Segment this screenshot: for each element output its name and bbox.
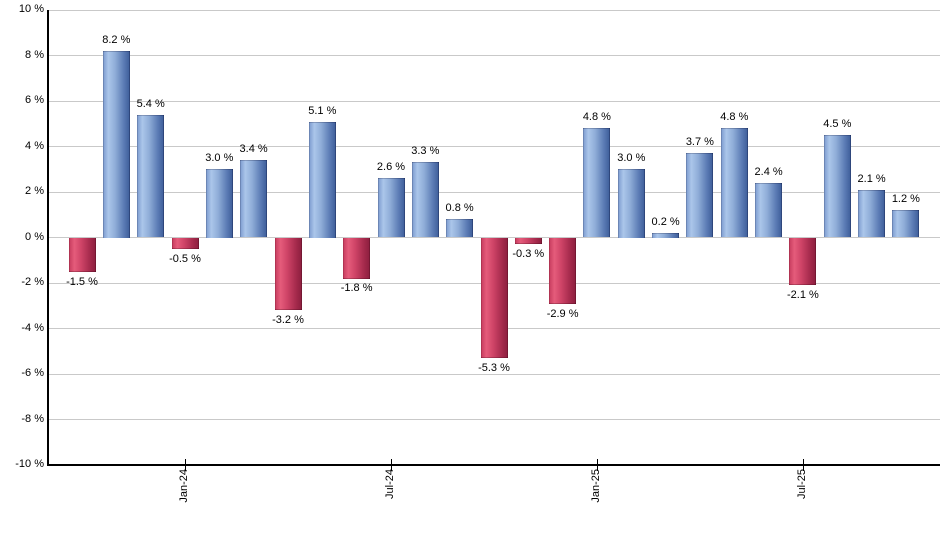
x-axis-tick [391,459,392,471]
gridline [48,55,940,56]
y-axis-tick-label: 2 % [25,185,44,197]
bar[interactable] [205,169,233,238]
bar-value-label: -3.2 % [272,314,304,327]
bar-value-label: 8.2 % [102,34,131,46]
y-axis-tick-label: 6 % [25,94,44,106]
bar-value-label: 0.2 % [651,216,680,228]
bar[interactable] [308,121,336,238]
bar-value-label: -2.9 % [546,307,579,320]
bar[interactable] [652,233,680,238]
bar-value-label: 3.3 % [411,145,440,158]
bar-value-label: 5.4 % [136,97,165,110]
bar-value-label: 3.0 % [617,152,646,165]
y-axis-tick-label: -8 % [21,412,44,425]
bar-value-label: 4.5 % [823,118,852,131]
bar-value-label: 3.7 % [685,136,714,149]
bar[interactable] [68,237,96,272]
bar[interactable] [171,237,199,249]
x-axis-tick-label: Jul-24 [384,469,396,499]
bar-value-label: -1.5 % [66,275,98,288]
bar-value-label: -0.3 % [512,248,545,261]
bar-value-label: 2.4 % [754,165,783,178]
gridline [48,9,940,11]
gridline [48,146,940,147]
bar[interactable] [686,153,714,238]
bar-value-label: 3.0 % [205,152,234,165]
bar[interactable] [514,237,542,245]
bar-value-label: 2.6 % [376,161,406,174]
gridline [48,419,940,420]
bar-value-label: -1.8 % [340,282,373,295]
x-axis-line [47,464,940,466]
bar[interactable] [583,128,611,238]
bar-value-label: -0.5 % [169,252,201,265]
bar[interactable] [480,237,508,359]
bar[interactable] [240,160,268,238]
gridline [48,100,940,102]
y-axis-tick-label: -4 % [21,321,44,334]
bar[interactable] [102,51,130,238]
bar-value-label: 2.1 % [857,172,886,185]
x-axis-tick-label: Jan-25 [589,469,602,503]
x-axis-tick [185,459,186,471]
bar-value-label: 4.8 % [720,111,749,124]
x-axis-tick [802,459,804,471]
x-axis-tick-label: Jul-25 [795,469,808,499]
bar-value-label: 5.1 % [308,104,337,117]
y-axis-tick-label: -6 % [21,367,44,379]
bar[interactable] [343,237,371,279]
bar-value-label: 4.8 % [582,111,611,124]
bar[interactable] [789,237,817,286]
y-axis-tick-label: 10 % [18,3,44,15]
bar[interactable] [617,169,645,238]
bar-value-label: 1.2 % [891,193,920,206]
gridline [48,373,940,375]
bar[interactable] [549,237,577,304]
bar[interactable] [823,135,851,238]
bar[interactable] [137,114,165,238]
bar[interactable] [411,162,439,238]
bar-value-label: -2.1 % [786,289,819,302]
gridline [48,191,940,193]
bar[interactable] [377,178,405,238]
y-axis-tick-label: 0 % [25,230,44,243]
bar[interactable] [858,189,886,238]
y-axis-tick-label: 8 % [25,48,44,61]
y-axis-line [47,10,49,466]
bar-value-label: 0.8 % [445,202,474,215]
bar[interactable] [446,219,474,238]
x-axis-tick-label: Jan-24 [178,469,190,503]
bar[interactable] [720,128,748,238]
bar[interactable] [274,237,302,311]
bar[interactable] [892,210,920,238]
y-axis-tick-label: -2 % [21,276,44,288]
x-axis-tick [596,459,598,471]
bar[interactable] [755,182,783,238]
y-axis-tick-label: 4 % [25,139,44,152]
y-axis-tick-label: -10 % [15,458,44,470]
bar-value-label: -5.3 % [478,362,510,375]
bar-value-label: 3.4 % [239,143,268,156]
